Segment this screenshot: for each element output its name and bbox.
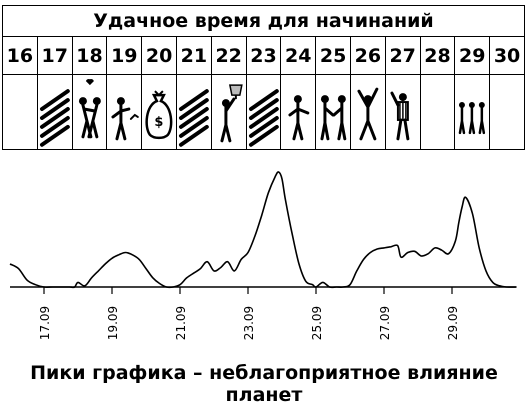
calendar-day-number: 20 bbox=[142, 37, 176, 75]
calendar-day-cell bbox=[421, 75, 455, 149]
influence-line-chart: 17.09 19.09 21.09 23.09 25.09 27.09 29.09 bbox=[9, 171, 517, 340]
person-presenting-icon bbox=[288, 95, 310, 141]
referee-icon bbox=[390, 91, 410, 141]
calendar-day: 25 bbox=[315, 37, 350, 149]
calendar-day-number: 24 bbox=[281, 37, 316, 75]
calendar-day-number: 28 bbox=[420, 37, 455, 75]
calendar-day-number: 29 bbox=[455, 37, 490, 75]
calendar-day-number: 21 bbox=[176, 37, 211, 75]
celebrating-person-icon bbox=[357, 87, 379, 141]
calendar-day-cell bbox=[386, 75, 420, 149]
calendar-day-cell bbox=[455, 75, 489, 149]
calendar-day-cell: $ bbox=[142, 75, 176, 149]
chart-caption: Пики графика – неблагоприятное влияние п… bbox=[30, 362, 498, 406]
calendar-day-number: 30 bbox=[490, 37, 524, 75]
x-tick-label: 27.09 bbox=[378, 306, 392, 340]
calendar-day-cell bbox=[107, 75, 141, 149]
calendar-day: 17 bbox=[36, 37, 72, 149]
x-tick-label: 17.09 bbox=[38, 306, 52, 340]
calendar-day-cell bbox=[490, 75, 524, 149]
calendar-day-number: 18 bbox=[72, 37, 107, 75]
calendar-title: Удачное время для начинаний bbox=[3, 6, 524, 37]
calendar-day-number: 17 bbox=[37, 37, 72, 75]
calendar-day-cell bbox=[177, 75, 211, 149]
person-chart-icon bbox=[111, 97, 140, 141]
handshake-icon bbox=[320, 95, 347, 141]
calendar-day: 20 $ bbox=[141, 37, 176, 149]
calendar-day-cell bbox=[247, 75, 281, 149]
x-tick-label: 19.09 bbox=[106, 306, 120, 340]
hatch-icon bbox=[39, 89, 70, 147]
calendar-day-cell bbox=[212, 75, 246, 149]
calendar-day-cell bbox=[281, 75, 315, 149]
calendar-day-number: 23 bbox=[246, 37, 281, 75]
calendar-day: 18 bbox=[71, 37, 107, 149]
x-tick-label: 29.09 bbox=[446, 306, 460, 340]
calendar-days: 16 17 18 19 20 $21 22 23 24 25 26 27 28 29 30 bbox=[3, 37, 524, 149]
x-tick-label: 21.09 bbox=[174, 306, 188, 340]
calendar-day-cell bbox=[351, 75, 385, 149]
calendar-day: 24 bbox=[280, 37, 316, 149]
calendar-day-cell bbox=[316, 75, 350, 149]
calendar-day-cell bbox=[3, 75, 37, 149]
money-bag-icon: $ bbox=[145, 90, 173, 140]
x-tick-label: 25.09 bbox=[310, 306, 324, 340]
calendar-day: 26 bbox=[349, 37, 385, 149]
calendar-day-number: 16 bbox=[3, 37, 37, 75]
calendar-day: 28 bbox=[419, 37, 455, 149]
calendar-day-number: 25 bbox=[316, 37, 350, 75]
calendar-day: 22 bbox=[210, 37, 246, 149]
couple-heart-icon bbox=[78, 78, 101, 139]
calendar-day: 21 bbox=[175, 37, 211, 149]
calendar-day: 30 bbox=[489, 37, 524, 149]
calendar-day-cell bbox=[73, 75, 107, 149]
influence-series-line bbox=[9, 171, 517, 289]
calendar-table: Удачное время для начинаний 16 17 18 19 20 $2… bbox=[2, 5, 525, 150]
calendar-day-number: 22 bbox=[211, 37, 246, 75]
calendar-day-number: 26 bbox=[350, 37, 385, 75]
calendar-day: 16 bbox=[3, 37, 37, 149]
calendar-day: 27 bbox=[384, 37, 420, 149]
x-tick-label: 23.09 bbox=[242, 306, 256, 340]
person-trophy-icon bbox=[220, 84, 243, 143]
calendar-day: 29 bbox=[454, 37, 490, 149]
calendar-day-cell bbox=[38, 75, 72, 149]
hatch-icon bbox=[178, 89, 209, 147]
svg-text:$: $ bbox=[155, 115, 164, 130]
calendar-day: 19 bbox=[106, 37, 142, 149]
calendar-day: 23 bbox=[245, 37, 281, 149]
group-people-icon bbox=[459, 102, 486, 135]
calendar-day-number: 19 bbox=[107, 37, 142, 75]
hatch-icon bbox=[248, 89, 279, 147]
calendar-day-number: 27 bbox=[385, 37, 420, 75]
